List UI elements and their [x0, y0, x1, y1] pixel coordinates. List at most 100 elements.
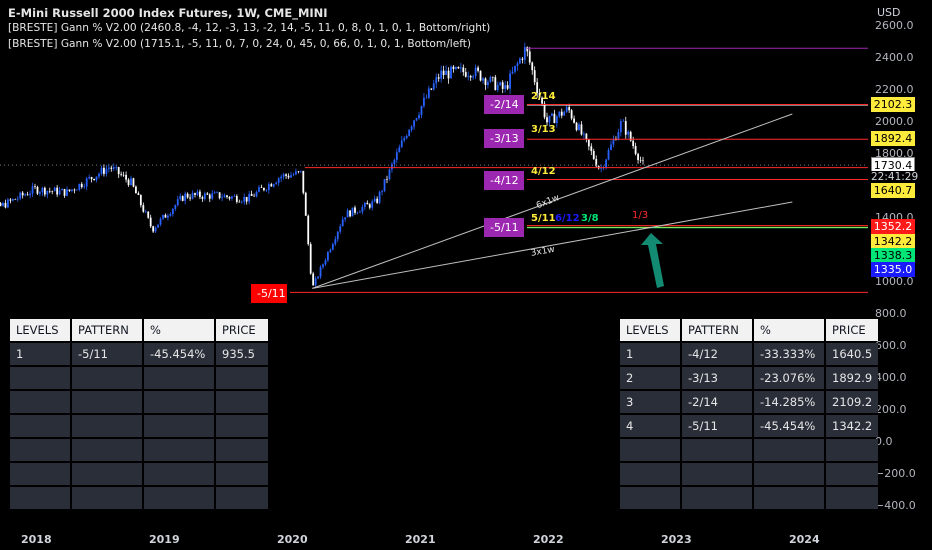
candle-body: [327, 251, 329, 261]
candle-body: [410, 126, 413, 130]
candle-body: [36, 187, 39, 194]
table-row: [10, 367, 268, 389]
candle-body: [543, 103, 546, 118]
candle-body: [322, 264, 324, 268]
candle-body: [199, 191, 201, 198]
candle-body: [19, 192, 22, 199]
candle-body: [152, 226, 155, 232]
candle-body: [16, 198, 19, 200]
ratio-3-8: 3/8: [581, 213, 599, 224]
candle-body: [368, 204, 371, 208]
candle-body: [496, 85, 499, 90]
level-tag-m5-11-low[interactable]: -5/11: [251, 284, 287, 303]
candle-body: [371, 201, 374, 208]
table-cell: [620, 463, 680, 485]
candle-body: [442, 70, 445, 76]
table-cell: [826, 463, 879, 485]
candle-body: [388, 169, 391, 180]
candle-body: [51, 191, 54, 192]
candle-body: [467, 75, 470, 77]
candle-body: [75, 189, 78, 191]
candle-body: [135, 186, 137, 194]
table-row: [620, 463, 879, 485]
table-cell: [144, 391, 214, 413]
candle-body: [314, 278, 317, 286]
candle-body: [526, 47, 529, 52]
candle-body: [546, 117, 548, 123]
candle-body: [464, 72, 467, 77]
currency-unit[interactable]: USD: [877, 6, 901, 19]
level-tag-m2-14[interactable]: -2/14: [484, 95, 524, 114]
candle-body: [487, 81, 489, 85]
table-cell: 4: [620, 415, 680, 437]
candle-body: [531, 62, 534, 71]
candle-body: [287, 175, 290, 178]
candle-body: [66, 189, 68, 196]
candle-body: [295, 171, 297, 175]
candle-body: [435, 77, 438, 84]
candle-body: [203, 193, 206, 199]
candle-body: [159, 218, 162, 225]
candle-body: [504, 85, 507, 89]
study-label-2[interactable]: [BRESTE] Gann % V2.00 (1715.1, -5, 11, 0…: [8, 38, 472, 50]
candle-body: [395, 152, 398, 160]
candle-body: [391, 164, 393, 170]
table-cell: [10, 487, 70, 509]
level-tag-m5-11[interactable]: -5/11: [484, 218, 524, 237]
candle-body: [560, 111, 563, 116]
candle-body: [122, 174, 125, 176]
candle-body: [592, 151, 595, 160]
table-cell: -3/13: [682, 367, 752, 389]
candle-body: [277, 178, 280, 183]
candle-body: [0, 203, 2, 206]
candle-body: [514, 65, 516, 72]
level-tag-m3-13[interactable]: -3/13: [484, 129, 524, 148]
level-lines: [0, 47, 868, 293]
candle-body: [302, 170, 305, 193]
table-cell: [72, 391, 142, 413]
table-cell: [620, 487, 680, 509]
candle-body: [127, 179, 130, 186]
table-cell: 2: [620, 367, 680, 389]
candle-body: [474, 67, 477, 77]
candle-body: [319, 267, 322, 277]
price-tick: 800.0: [875, 307, 907, 320]
price-tick: −400.0: [875, 499, 916, 512]
candle-body: [174, 205, 177, 209]
table-row: [10, 415, 268, 437]
study-label-1[interactable]: [BRESTE] Gann % V2.00 (2460.8, -4, 12, -…: [8, 22, 491, 34]
table-row: 1 -5/11 -45.454% 935.5: [10, 343, 268, 365]
candle-body: [243, 196, 246, 202]
price-label-1335: 1335.0: [871, 262, 915, 277]
levels-table-left: LEVELS PATTERN% PRICE 1 -5/11 -45.454% 935.5: [8, 317, 270, 511]
table-cell: 2109.2: [826, 391, 879, 413]
candle-body: [167, 215, 169, 218]
candle-body: [462, 67, 465, 73]
candle-body: [304, 192, 307, 216]
candle-body: [541, 97, 543, 104]
candle-body: [356, 212, 359, 214]
candle-body: [88, 177, 91, 179]
candle-body: [334, 239, 337, 245]
chart-title: E-Mini Russell 2000 Index Futures, 1W, C…: [8, 6, 328, 20]
candle-body: [600, 168, 603, 169]
price-tick: 2200.0: [875, 83, 914, 96]
candle-body: [491, 76, 494, 78]
candle-body: [619, 121, 622, 133]
level-tag-m4-12[interactable]: -4/12: [484, 171, 524, 190]
candle-body: [447, 70, 450, 79]
candle-body: [115, 167, 118, 168]
candle-body: [509, 73, 511, 89]
candle-body: [420, 105, 423, 115]
candle-body: [555, 116, 558, 124]
candle-body: [282, 174, 285, 177]
table-header: %: [754, 319, 824, 341]
candle-body: [583, 133, 585, 135]
candle-body: [440, 70, 443, 79]
table-cell: [10, 463, 70, 485]
candle-body: [565, 107, 568, 112]
candle-body: [267, 184, 270, 191]
candle-body: [29, 193, 31, 196]
